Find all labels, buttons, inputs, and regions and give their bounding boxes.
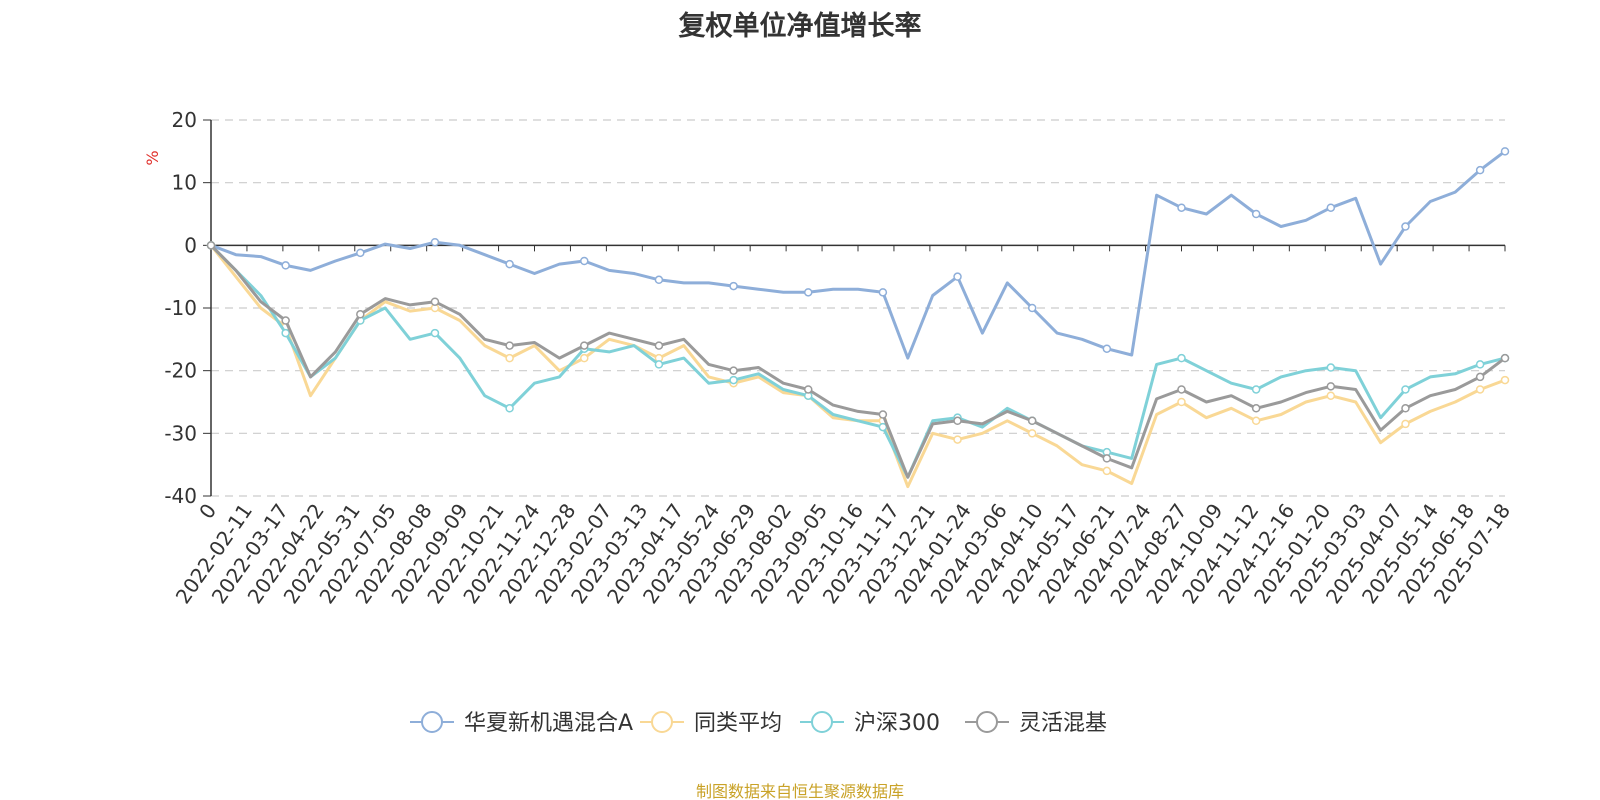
data-point	[878, 410, 888, 419]
data-point	[1500, 353, 1510, 363]
series-line	[210, 150, 1506, 360]
data-point	[1326, 203, 1336, 212]
data-point	[1102, 466, 1112, 476]
data-point	[1475, 372, 1485, 382]
series-2	[206, 241, 1510, 479]
data-point	[1177, 353, 1186, 363]
data-point	[1251, 416, 1261, 426]
data-point	[1102, 454, 1112, 463]
legend-item-1[interactable]: 同类平均	[640, 711, 782, 736]
data-point	[1027, 429, 1037, 438]
data-point	[580, 256, 589, 266]
data-point	[580, 353, 589, 363]
data-point	[1326, 391, 1336, 400]
data-point	[654, 360, 664, 369]
x-tick-label: 0	[194, 499, 221, 523]
data-point	[505, 341, 514, 350]
legend-circle-icon	[811, 711, 833, 733]
data-point	[1475, 360, 1485, 369]
data-point	[281, 261, 290, 270]
data-point	[1102, 344, 1112, 353]
legend-circle-icon	[421, 711, 443, 733]
data-point	[430, 237, 440, 247]
data-point	[430, 297, 440, 306]
y-tick-label: 10	[172, 171, 197, 195]
data-point	[1500, 147, 1510, 156]
data-point	[1326, 363, 1336, 372]
data-point	[430, 328, 440, 338]
data-point	[356, 310, 365, 319]
legend-label: 灵活混基	[1019, 711, 1107, 736]
data-point	[1401, 222, 1410, 231]
series-line	[209, 244, 1506, 479]
data-point	[1177, 385, 1186, 394]
legend[interactable]: 华夏新机遇混合A 同类平均 沪深300 灵活混基	[410, 711, 1107, 736]
data-point	[1500, 375, 1510, 385]
data-point	[803, 288, 813, 297]
source-note: 制图数据来自恒生聚源数据库	[695, 782, 904, 800]
legend-circle-icon	[976, 711, 998, 733]
legend-circle-icon	[651, 711, 673, 733]
data-point	[1177, 397, 1186, 407]
data-point	[1401, 385, 1410, 394]
y-tick-label: -10	[164, 296, 197, 320]
data-point	[729, 366, 738, 375]
data-point	[505, 353, 514, 363]
data-point	[1401, 419, 1410, 429]
legend-label: 华夏新机遇混合A	[464, 711, 633, 736]
series-3	[206, 241, 1510, 479]
data-point	[654, 341, 664, 350]
data-point	[953, 416, 962, 426]
y-axis-label: %	[143, 150, 162, 165]
data-point	[729, 375, 738, 385]
data-point	[953, 435, 962, 444]
y-tick-label: -20	[164, 359, 197, 383]
series-1	[206, 241, 1510, 489]
data-point	[878, 288, 888, 297]
data-point	[654, 275, 664, 285]
data-point	[1326, 382, 1336, 391]
data-point	[505, 259, 514, 269]
data-point	[1251, 385, 1261, 394]
series-layer	[206, 147, 1510, 489]
data-point	[1027, 303, 1037, 313]
series-0	[206, 147, 1510, 360]
data-point	[206, 241, 216, 250]
data-point	[1251, 209, 1261, 219]
data-point	[356, 248, 365, 258]
data-point	[1177, 203, 1186, 212]
data-point	[281, 328, 290, 338]
data-point	[953, 272, 962, 281]
y-tick-label: 0	[184, 233, 197, 257]
data-point	[1251, 404, 1261, 413]
legend-label: 同类平均	[694, 711, 782, 736]
data-point	[580, 341, 589, 350]
data-point	[1401, 404, 1410, 413]
legend-item-0[interactable]: 华夏新机遇混合A	[410, 711, 633, 736]
y-tick-label: -30	[164, 421, 197, 445]
data-point	[1475, 165, 1485, 175]
data-point	[1027, 416, 1037, 426]
y-tick-label: -40	[164, 484, 197, 508]
series-line	[209, 244, 1506, 479]
legend-item-2[interactable]: 沪深300	[800, 711, 940, 736]
data-point	[1475, 385, 1485, 394]
data-point	[505, 404, 514, 413]
y-tick-label: 20	[172, 108, 197, 132]
chart-title: 复权单位净值增长率	[678, 11, 922, 42]
legend-label: 沪深300	[854, 711, 940, 736]
series-line	[209, 244, 1506, 489]
legend-item-3[interactable]: 灵活混基	[965, 711, 1107, 736]
data-point	[281, 316, 290, 325]
data-point	[729, 281, 738, 291]
data-point	[803, 385, 813, 394]
